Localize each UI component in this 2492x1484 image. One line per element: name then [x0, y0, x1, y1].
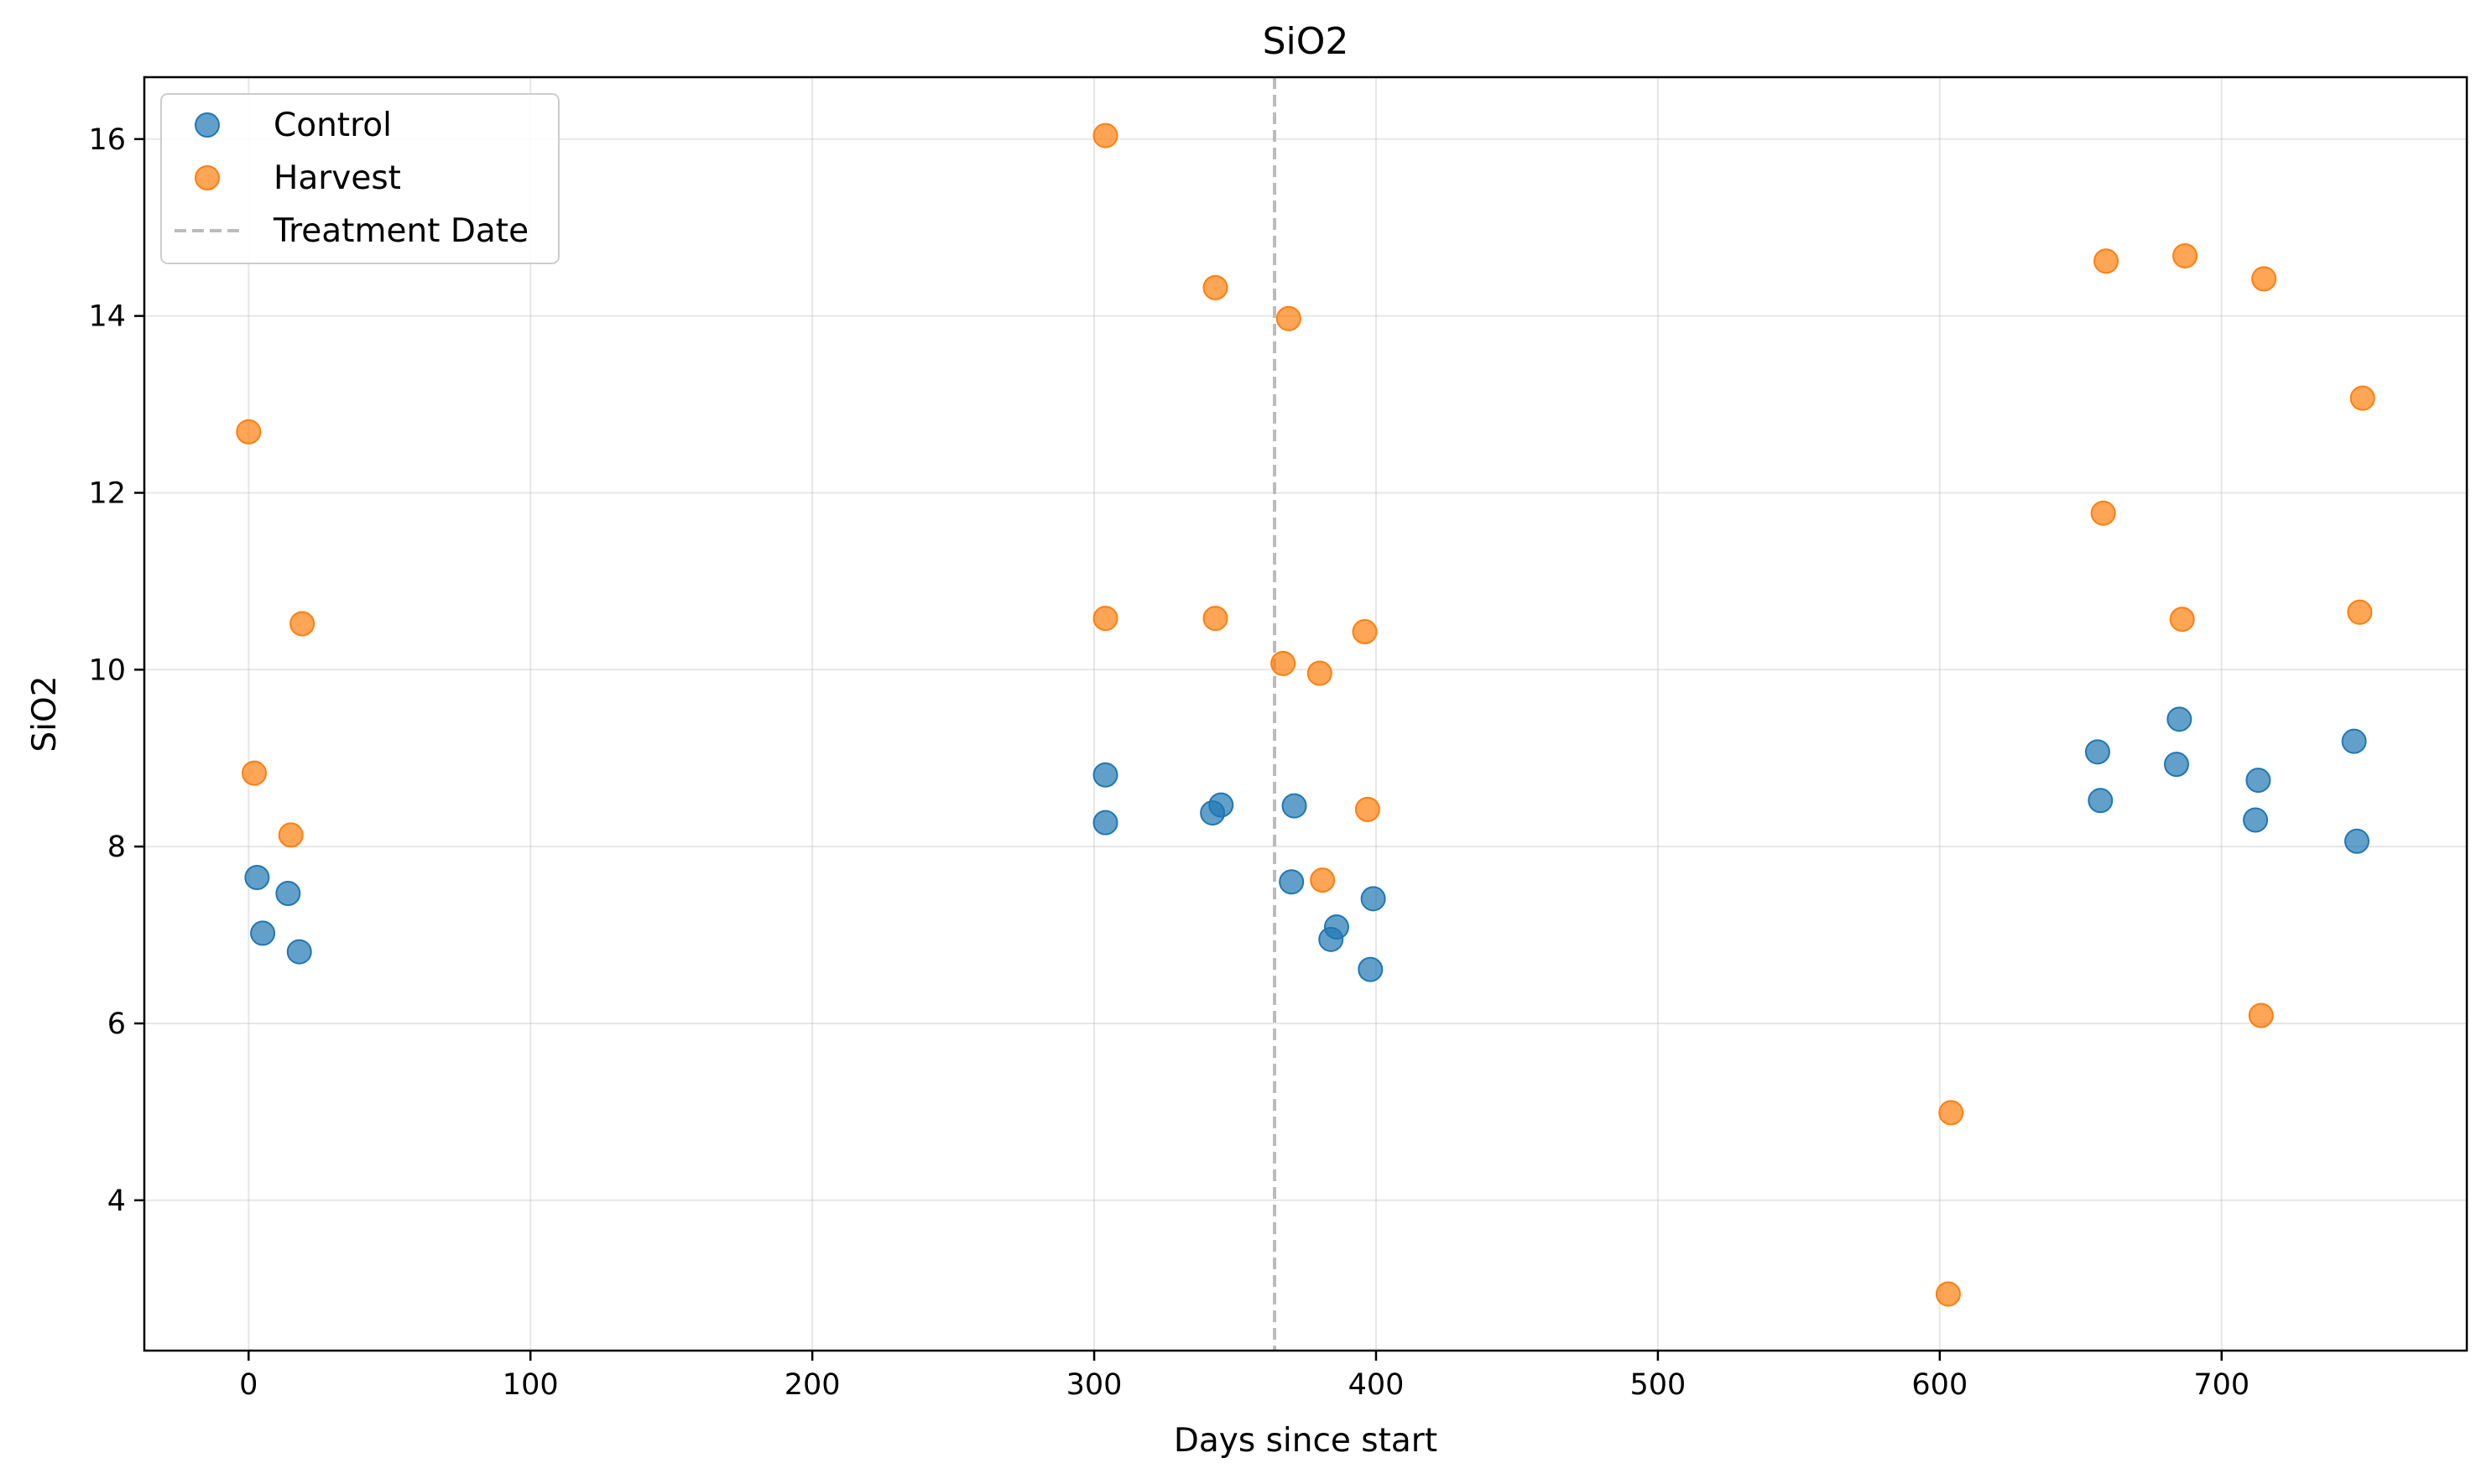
point-harvest — [289, 611, 315, 637]
point-harvest — [1202, 274, 1228, 300]
legend-label-harvest: Harvest — [274, 159, 401, 197]
y-tick-label: 4 — [107, 1185, 126, 1218]
x-tick-label: 200 — [785, 1368, 841, 1402]
x-tick-label: 300 — [1066, 1368, 1123, 1402]
legend: Control Harvest Treatment Date — [160, 93, 560, 264]
point-control — [1360, 886, 1386, 912]
point-harvest — [1935, 1281, 1961, 1307]
point-control — [1323, 914, 1349, 940]
y-axis-label: SiO2 — [26, 675, 64, 752]
point-control — [2341, 728, 2367, 754]
point-harvest — [2172, 242, 2198, 268]
legend-marker-harvest — [195, 165, 220, 190]
legend-marker-control — [195, 112, 220, 138]
point-harvest — [1092, 606, 1118, 632]
chart-title: SiO2 — [1263, 20, 1349, 63]
x-axis-label: Days since start — [1174, 1422, 1437, 1460]
point-control — [2088, 788, 2114, 814]
point-harvest — [2251, 266, 2277, 292]
point-control — [1281, 793, 1307, 819]
point-harvest — [278, 822, 304, 848]
x-tick-label: 400 — [1348, 1368, 1405, 1402]
point-control — [2084, 739, 2110, 765]
point-harvest — [2169, 607, 2195, 633]
y-tick-label: 12 — [88, 476, 126, 510]
y-axis-ticks: 4 6 8 10 12 14 16 — [88, 123, 144, 1218]
point-harvest — [1275, 305, 1301, 331]
point-harvest — [242, 760, 268, 786]
point-control — [244, 865, 270, 891]
data-points — [236, 122, 2375, 1307]
y-tick-label: 10 — [88, 653, 126, 687]
point-harvest — [2093, 248, 2119, 274]
point-harvest — [2349, 385, 2375, 411]
point-harvest — [1352, 618, 1378, 644]
point-harvest — [1938, 1100, 1964, 1126]
x-tick-label: 500 — [1629, 1368, 1686, 1402]
point-harvest — [1306, 660, 1332, 686]
point-control — [2166, 706, 2192, 732]
point-control — [1092, 762, 1118, 788]
x-tick-label: 700 — [2193, 1368, 2250, 1402]
point-control — [2243, 807, 2269, 833]
point-control — [2343, 828, 2369, 854]
point-harvest — [1092, 122, 1118, 148]
point-harvest — [2090, 500, 2116, 526]
point-control — [1279, 869, 1305, 895]
point-control — [250, 920, 276, 946]
point-control — [286, 939, 312, 965]
point-harvest — [2347, 599, 2373, 625]
point-control — [2245, 768, 2271, 794]
y-tick-label: 14 — [88, 300, 126, 334]
point-harvest — [1354, 796, 1380, 822]
point-harvest — [1202, 606, 1228, 632]
y-tick-label: 16 — [88, 123, 126, 157]
point-harvest — [1270, 650, 1296, 676]
legend-box — [160, 93, 560, 264]
grid-lines — [144, 77, 2467, 1351]
x-axis-ticks: 0 100 200 300 400 500 600 700 — [239, 1351, 2250, 1402]
point-control — [1358, 956, 1384, 982]
y-tick-label: 8 — [107, 831, 126, 864]
x-tick-label: 600 — [1911, 1368, 1968, 1402]
y-tick-label: 6 — [107, 1008, 126, 1041]
legend-label-treatment-date: Treatment Date — [273, 212, 529, 250]
x-tick-label: 100 — [503, 1368, 559, 1402]
plot-frame — [143, 76, 2469, 1352]
point-control — [1092, 810, 1118, 836]
point-harvest — [236, 419, 262, 445]
point-control — [1208, 792, 1234, 818]
legend-label-control: Control — [274, 107, 392, 144]
point-harvest — [2248, 1002, 2274, 1028]
x-tick-label: 0 — [239, 1368, 258, 1402]
point-control — [275, 880, 301, 906]
point-control — [2164, 752, 2189, 778]
point-harvest — [1310, 867, 1336, 893]
